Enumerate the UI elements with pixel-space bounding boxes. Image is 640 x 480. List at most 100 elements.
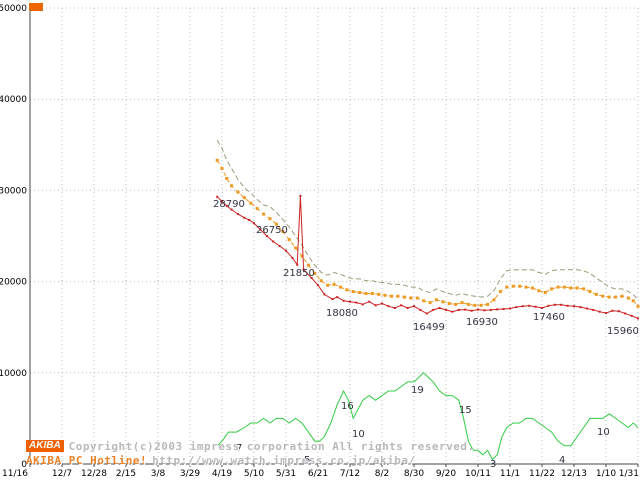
avg-price-marker [466, 302, 470, 306]
corner-logo-mark [29, 3, 43, 11]
avg-price-marker [338, 285, 342, 289]
min-price-marker [432, 308, 435, 311]
avg-price-marker [537, 289, 541, 293]
min-price-marker [489, 308, 492, 311]
min-price-marker [230, 208, 233, 211]
avg-price-marker [345, 288, 349, 292]
min-price-marker [553, 303, 556, 306]
avg-price-marker [530, 286, 534, 290]
avg-price-marker [422, 299, 426, 303]
shop-count-annotation: 10 [352, 429, 365, 440]
avg-price-marker [428, 301, 432, 305]
min-price-marker [547, 304, 550, 307]
min-price-marker [310, 277, 313, 279]
min-price-marker [368, 300, 371, 303]
avg-price-marker [460, 301, 464, 305]
avg-price-marker [364, 292, 368, 295]
site-url-text: http://www.watch.impress.co.jp/akiba/ [152, 453, 416, 467]
avg-price-marker [582, 287, 586, 291]
min-price-marker [387, 305, 390, 308]
min-price-marker [296, 263, 299, 266]
avg-price-marker [351, 290, 355, 294]
min-price-marker [464, 308, 467, 311]
min-price-marker [285, 249, 287, 252]
avg-price-marker [262, 212, 266, 216]
avg-price-marker [294, 246, 298, 250]
avg-price-marker [396, 294, 400, 298]
min-price-marker [291, 256, 294, 259]
min-price-marker [302, 268, 305, 271]
min-price-marker [573, 305, 575, 308]
min-price-marker [349, 300, 351, 303]
min-price-marker [534, 305, 537, 308]
avg-price-marker [614, 295, 618, 299]
avg-price-marker [300, 254, 304, 258]
avg-price-marker [479, 303, 483, 307]
x-axis-label: 12/7 [52, 469, 72, 479]
avg-price-marker [358, 291, 362, 294]
x-axis-label: 5/10 [244, 469, 264, 479]
x-axis-label: 2/15 [116, 469, 136, 479]
min-price-marker [637, 317, 639, 320]
avg-price-marker [473, 303, 477, 307]
series-max-price-line [216, 139, 639, 301]
min-price-annotation: 15960 [607, 326, 639, 337]
avg-price-marker [441, 300, 445, 304]
avg-price-marker [230, 184, 234, 188]
avg-price-marker [556, 285, 560, 289]
avg-price-marker [326, 283, 330, 287]
y-axis-label: 50000 [0, 4, 27, 14]
y-axis-label: 40000 [0, 95, 27, 105]
min-price-marker [393, 307, 396, 309]
min-price-marker [483, 309, 486, 312]
avg-price-marker [402, 295, 406, 299]
avg-price-marker [225, 177, 229, 180]
avg-price-marker [332, 282, 336, 286]
avg-price-marker [215, 158, 219, 162]
y-axis-label: 10000 [0, 369, 27, 379]
min-price-marker [502, 308, 505, 310]
avg-price-marker [242, 196, 246, 200]
avg-price-marker [562, 285, 566, 289]
min-price-marker [566, 304, 569, 307]
avg-price-marker [492, 298, 496, 302]
min-price-marker [253, 222, 255, 225]
min-price-marker [278, 245, 281, 247]
min-price-marker [624, 312, 627, 315]
min-price-marker [259, 228, 262, 231]
avg-price-marker [370, 292, 374, 295]
avg-price-marker [601, 294, 605, 298]
avg-price-marker [543, 291, 547, 294]
min-price-marker [470, 309, 473, 312]
min-price-marker [605, 312, 607, 315]
min-price-marker [585, 307, 588, 310]
avg-price-marker [274, 222, 278, 226]
avg-price-marker [550, 287, 554, 291]
min-price-marker [355, 301, 358, 304]
min-price-marker [515, 306, 518, 309]
shop-count-annotation: 5 [304, 455, 310, 466]
site-name-text: AKIBA PC Hotline! [26, 453, 148, 467]
min-price-marker [438, 307, 441, 309]
min-price-marker [342, 299, 345, 302]
x-axis-label: 8/30 [404, 469, 424, 479]
min-price-marker [381, 302, 383, 305]
x-axis-label: 7/12 [340, 469, 360, 479]
x-axis-label: 9/20 [436, 469, 456, 479]
min-price-marker [374, 304, 377, 307]
x-axis-label: 10/11 [465, 469, 491, 479]
min-price-marker [331, 298, 334, 301]
min-price-marker [425, 312, 428, 315]
watermark-row-copyright: AKIBA Copyright(c)2003 impress corporati… [26, 439, 475, 453]
min-price-marker [406, 307, 409, 309]
min-price-marker [457, 308, 460, 311]
avg-price-marker [636, 304, 640, 308]
x-axis-label: 1/31 [619, 469, 639, 479]
shop-count-annotation: 4 [559, 455, 565, 466]
avg-price-marker [498, 290, 502, 294]
avg-price-marker [287, 238, 291, 242]
min-price-annotation: 16930 [466, 317, 498, 328]
watermark-row-site: AKIBA PC Hotline! http://www.watch.impre… [26, 453, 475, 467]
